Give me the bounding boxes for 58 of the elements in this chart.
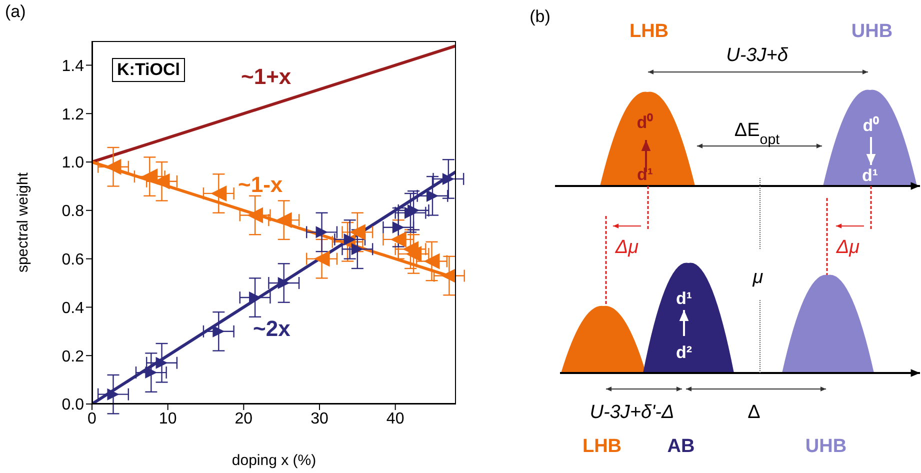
y-tick-label: 0.4 [62, 300, 84, 317]
point [349, 224, 366, 240]
point [247, 207, 264, 224]
annotation: K:TiOCl [112, 58, 185, 82]
y-axis-title: spectral weight [14, 172, 32, 273]
series-label: ~1-x [238, 172, 283, 198]
point [424, 253, 440, 270]
point [212, 325, 225, 338]
point [107, 388, 120, 400]
series-label: ~2x [253, 316, 290, 342]
text: d² [676, 343, 692, 362]
text: ΔE$_{opt}$ [734, 120, 780, 148]
text: Δμ [614, 237, 640, 258]
y-tick-label: 0.8 [62, 203, 84, 220]
point [316, 226, 328, 238]
point [442, 172, 454, 185]
text: UHB [851, 21, 893, 42]
text: d⁰ [636, 113, 654, 132]
point [278, 277, 290, 289]
y-tick-label: 0.6 [62, 251, 84, 268]
point [351, 243, 364, 256]
text: LHB [629, 21, 669, 42]
point [406, 246, 422, 262]
point [344, 233, 356, 246]
text: U-3J+δ'-Δ [590, 402, 674, 423]
point [314, 250, 330, 267]
point [392, 221, 404, 234]
point [426, 190, 438, 202]
chart-title: (a) [5, 2, 26, 22]
point [390, 231, 406, 248]
point [145, 366, 158, 379]
text: UHB [805, 436, 847, 457]
point [156, 356, 168, 369]
point [142, 168, 158, 185]
y-tick-label: 1.4 [62, 58, 84, 75]
text: LHB [582, 436, 622, 457]
x-tick-label: 0 [88, 410, 97, 428]
y-tick-label: 1.0 [62, 154, 84, 172]
text: μ [752, 267, 764, 288]
text: (b) [530, 7, 550, 26]
text: d¹ [676, 289, 692, 308]
point [276, 212, 292, 228]
text: d¹ [862, 166, 878, 185]
text: U-3J+δ [726, 45, 788, 66]
text: Δ [748, 402, 761, 423]
text: AB [667, 436, 695, 457]
series-label: ~1+x [241, 64, 292, 90]
x-tick-label: 20 [234, 410, 253, 428]
y-tick-label: 0.2 [62, 348, 84, 366]
y-tick-label: 1.2 [62, 106, 84, 124]
x-tick-label: 10 [158, 410, 177, 428]
text: d⁰ [862, 116, 880, 135]
text: Δμ [835, 237, 860, 258]
x-tick-label: 40 [386, 410, 404, 428]
x-axis-title: doping x (%) [232, 452, 316, 469]
y-tick-label: 0.0 [62, 396, 84, 414]
x-tick-label: 30 [310, 410, 328, 428]
point [210, 185, 227, 202]
